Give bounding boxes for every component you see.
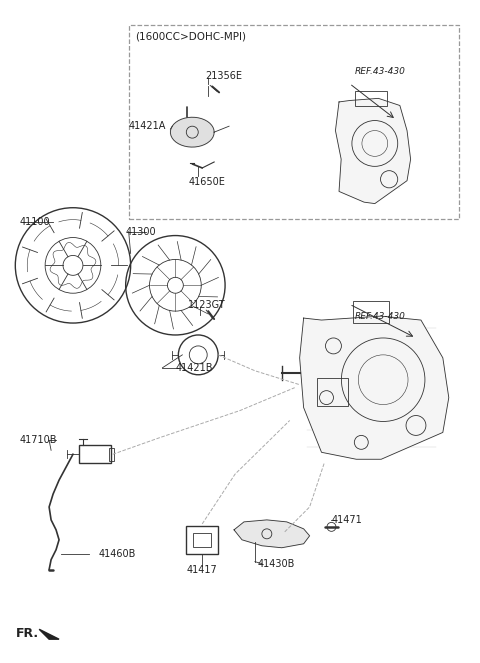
Polygon shape xyxy=(300,316,449,459)
Bar xyxy=(193,533,211,547)
Bar xyxy=(79,446,111,463)
Text: 41460B: 41460B xyxy=(99,549,136,559)
Text: 41471: 41471 xyxy=(332,515,362,525)
Polygon shape xyxy=(39,629,59,639)
Text: 41421A: 41421A xyxy=(129,121,166,131)
Text: 41421B: 41421B xyxy=(175,363,213,373)
Text: 41430B: 41430B xyxy=(258,559,295,569)
Text: FR.: FR. xyxy=(16,627,39,640)
Text: 21356E: 21356E xyxy=(205,72,242,82)
Bar xyxy=(316,378,348,406)
Text: 1123GT: 1123GT xyxy=(188,300,226,310)
Bar xyxy=(109,448,114,461)
Text: 41710B: 41710B xyxy=(19,436,57,446)
Bar xyxy=(129,25,459,219)
Polygon shape xyxy=(170,117,214,147)
Text: (1600CC>DOHC-MPI): (1600CC>DOHC-MPI) xyxy=(136,32,247,42)
Polygon shape xyxy=(234,520,310,548)
Text: 41100: 41100 xyxy=(19,217,50,227)
Text: REF.43-430: REF.43-430 xyxy=(354,67,405,76)
Text: REF.43-430: REF.43-430 xyxy=(354,312,405,321)
Bar xyxy=(356,91,387,105)
Bar xyxy=(186,526,218,554)
Bar xyxy=(353,301,389,323)
Text: 41650E: 41650E xyxy=(188,177,225,187)
Text: 41417: 41417 xyxy=(187,565,217,575)
Polygon shape xyxy=(336,98,410,204)
Text: 41300: 41300 xyxy=(126,227,156,237)
Circle shape xyxy=(327,522,336,531)
